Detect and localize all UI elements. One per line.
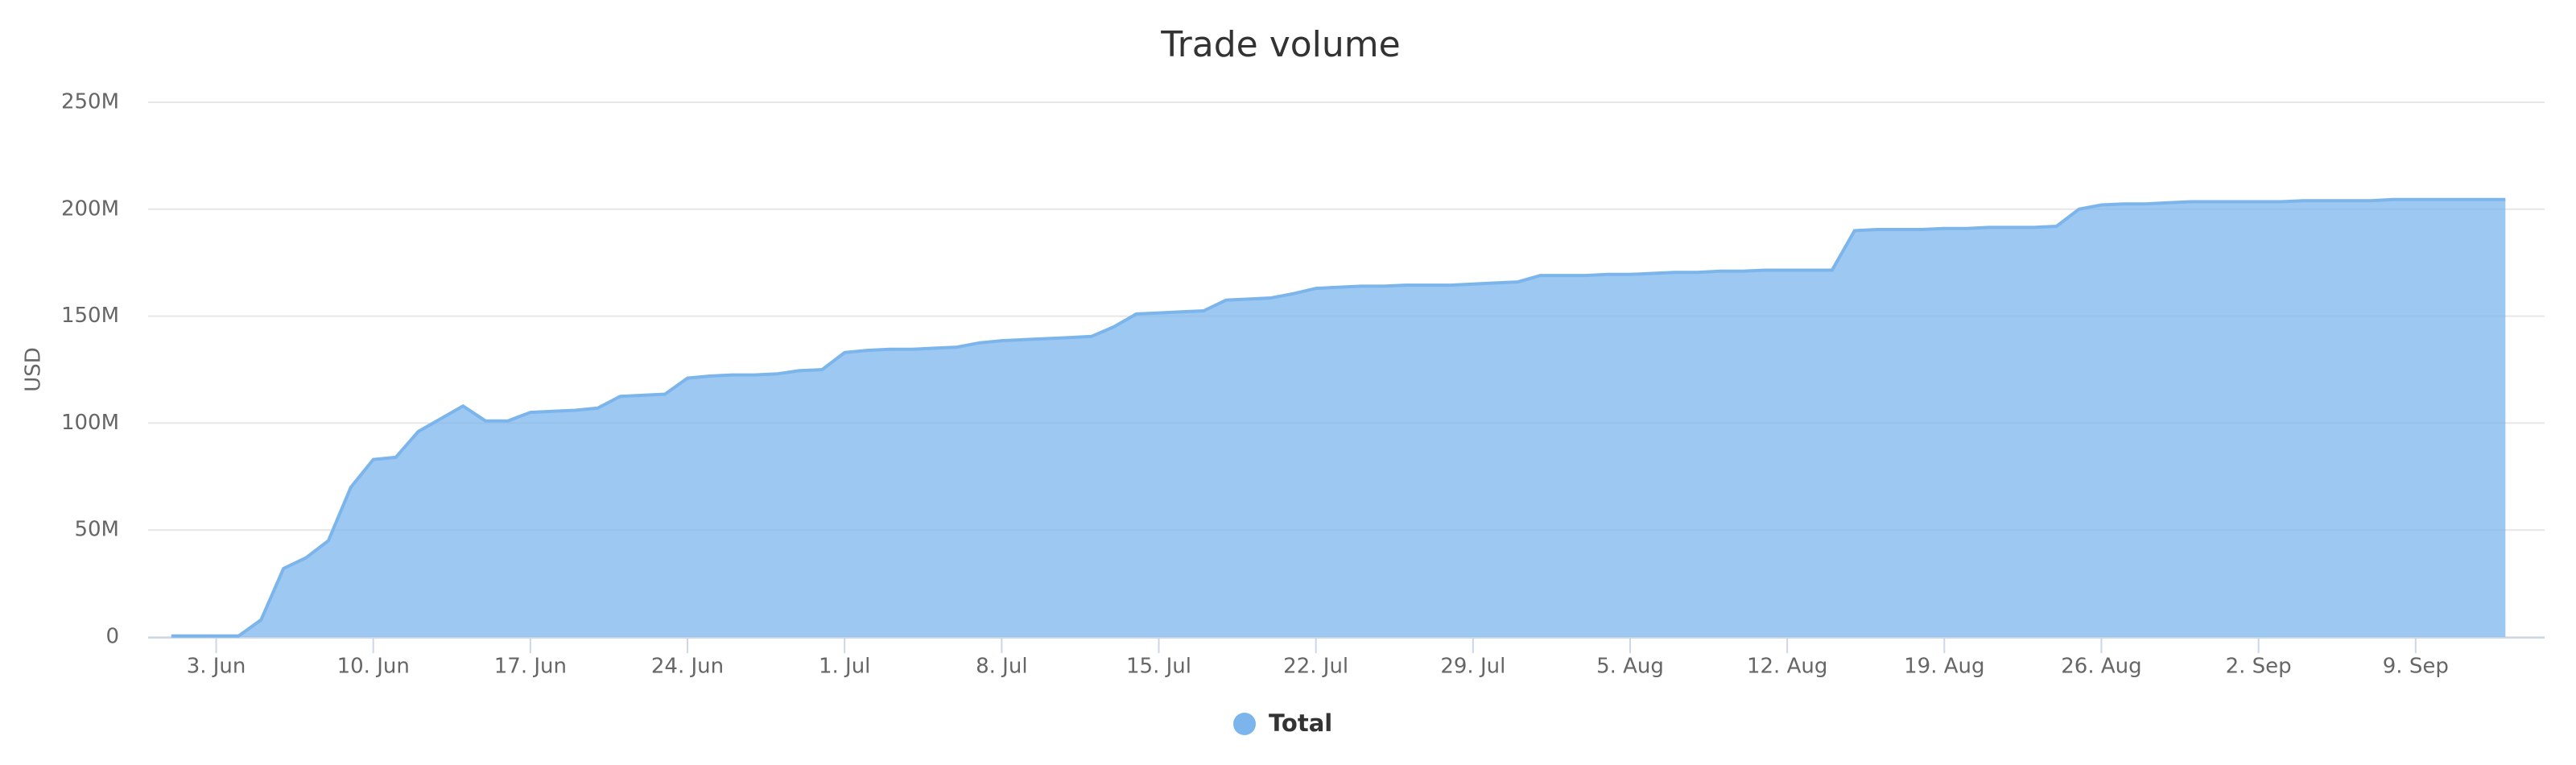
y-tick-label: 250M [61, 90, 119, 114]
y-tick-label: 0 [105, 625, 119, 649]
x-tick-label: 3. Jun [187, 655, 246, 679]
x-tick-label: 15. Jul [1126, 655, 1191, 679]
y-tick-label: 150M [61, 304, 119, 328]
x-tick-label: 10. Jun [337, 655, 410, 679]
x-tick-label: 9. Sep [2383, 655, 2449, 679]
x-tick-label: 2. Sep [2226, 655, 2292, 679]
area [171, 199, 2506, 638]
y-tick-label: 200M [61, 196, 119, 221]
x-tick-label: 12. Aug [1747, 655, 1827, 679]
x-tick-label: 22. Jul [1283, 655, 1348, 679]
x-tick-label: 19. Aug [1904, 655, 1984, 679]
x-tick-label: 5. Aug [1596, 655, 1664, 679]
x-tick-label: 29. Jul [1440, 655, 1505, 679]
area-line [171, 197, 2506, 638]
x-tick-label: 24. Jun [651, 655, 724, 679]
x-tick-label: 26. Aug [2061, 655, 2141, 679]
legend-marker [1233, 713, 1256, 735]
legend-label: Total [1269, 709, 1332, 737]
x-tick-label: 8. Jul [976, 655, 1027, 679]
chart-title: Trade volume [1160, 24, 1400, 65]
y-axis-title: USD [22, 347, 46, 392]
y-tick-label: 50M [74, 518, 119, 542]
x-tick-label: 17. Jun [494, 655, 567, 679]
x-tick-label: 1. Jul [819, 655, 870, 679]
y-tick-label: 100M [61, 411, 119, 435]
